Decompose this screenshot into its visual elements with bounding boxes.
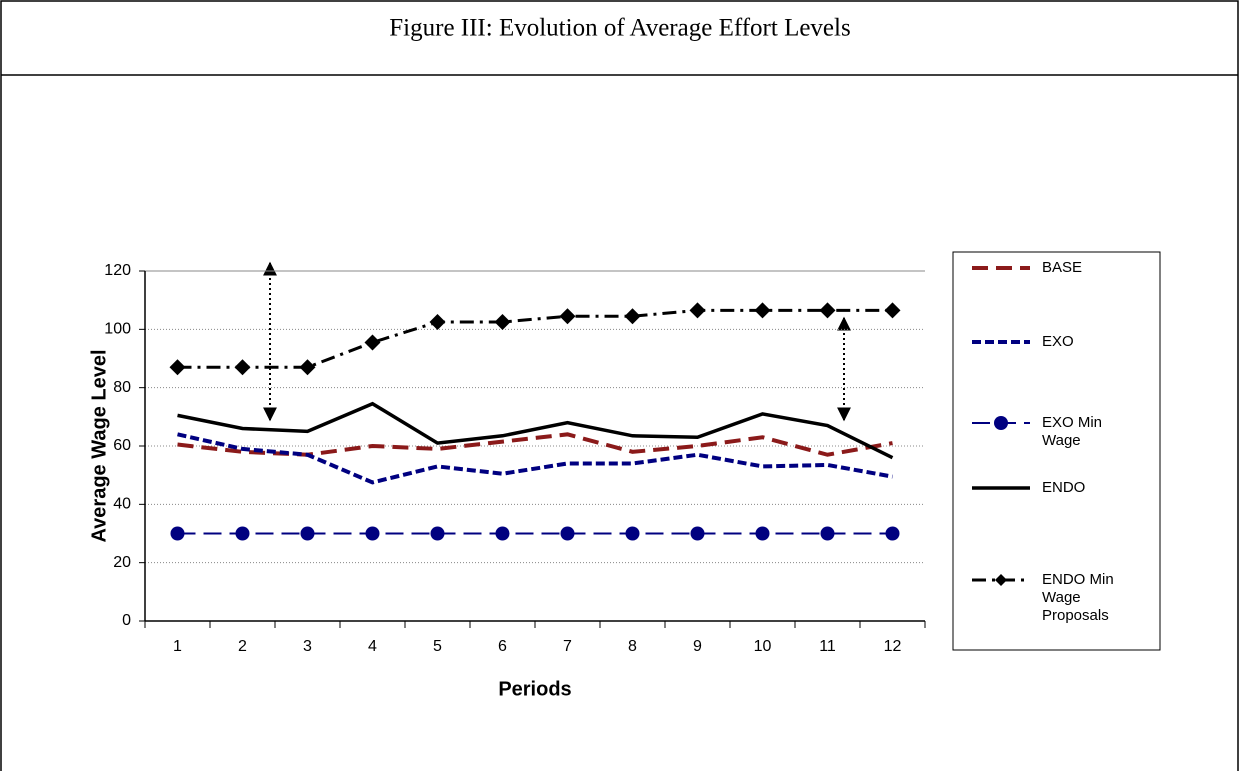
legend-label: EXO Min Wage xyxy=(1042,414,1103,449)
y-axis-label: Average Wage Level xyxy=(88,349,110,542)
series-line xyxy=(177,432,893,457)
point xyxy=(364,334,381,351)
point xyxy=(885,526,900,541)
x-tick-label: 1 xyxy=(173,638,182,655)
point xyxy=(299,359,316,376)
legend-label: BASE xyxy=(1042,259,1083,276)
legend-marker xyxy=(994,416,1008,430)
x-tick-label: 8 xyxy=(628,638,637,655)
x-tick-label: 2 xyxy=(238,638,247,655)
point xyxy=(820,526,835,541)
legend-marker xyxy=(995,574,1007,586)
point xyxy=(169,359,186,376)
x-tick-label: 6 xyxy=(498,638,507,655)
y-tick-label: 80 xyxy=(113,379,131,396)
x-axis-label: Periods xyxy=(498,678,571,700)
point xyxy=(429,314,446,331)
x-tick-label: 5 xyxy=(433,638,442,655)
series-line xyxy=(177,308,893,369)
chart-title: Figure III: Evolution of Average Effort … xyxy=(389,15,850,42)
point xyxy=(365,526,380,541)
legend-label: EXO xyxy=(1042,333,1074,350)
x-tick-label: 11 xyxy=(819,638,836,655)
legend-label: ENDO xyxy=(1042,479,1086,496)
point xyxy=(559,308,576,325)
point xyxy=(495,526,510,541)
point xyxy=(624,308,641,325)
series-line xyxy=(177,432,893,485)
x-tick-label: 7 xyxy=(563,638,572,655)
point xyxy=(494,314,511,331)
point xyxy=(689,302,706,319)
point xyxy=(625,526,640,541)
point xyxy=(690,526,705,541)
y-tick-label: 120 xyxy=(104,262,131,279)
y-tick-label: 0 xyxy=(122,612,131,629)
point xyxy=(560,526,575,541)
point xyxy=(235,526,250,541)
x-tick-label: 9 xyxy=(693,638,702,655)
legend-label: ENDO Min Wage Proposals xyxy=(1042,571,1114,624)
point xyxy=(755,526,770,541)
point xyxy=(170,526,185,541)
series-line xyxy=(177,401,894,460)
point xyxy=(884,302,901,319)
y-tick-label: 100 xyxy=(104,321,131,338)
x-tick-label: 10 xyxy=(754,638,772,655)
y-tick-label: 60 xyxy=(113,437,131,454)
x-tick-label: 3 xyxy=(303,638,312,655)
y-tick-label: 20 xyxy=(113,554,131,571)
point xyxy=(234,359,251,376)
x-tick-label: 4 xyxy=(368,638,377,655)
legend-box xyxy=(952,251,1161,651)
point xyxy=(300,526,315,541)
point xyxy=(819,302,836,319)
point xyxy=(430,526,445,541)
x-tick-label: 12 xyxy=(884,638,902,655)
point xyxy=(754,302,771,319)
y-tick-label: 40 xyxy=(113,496,131,513)
